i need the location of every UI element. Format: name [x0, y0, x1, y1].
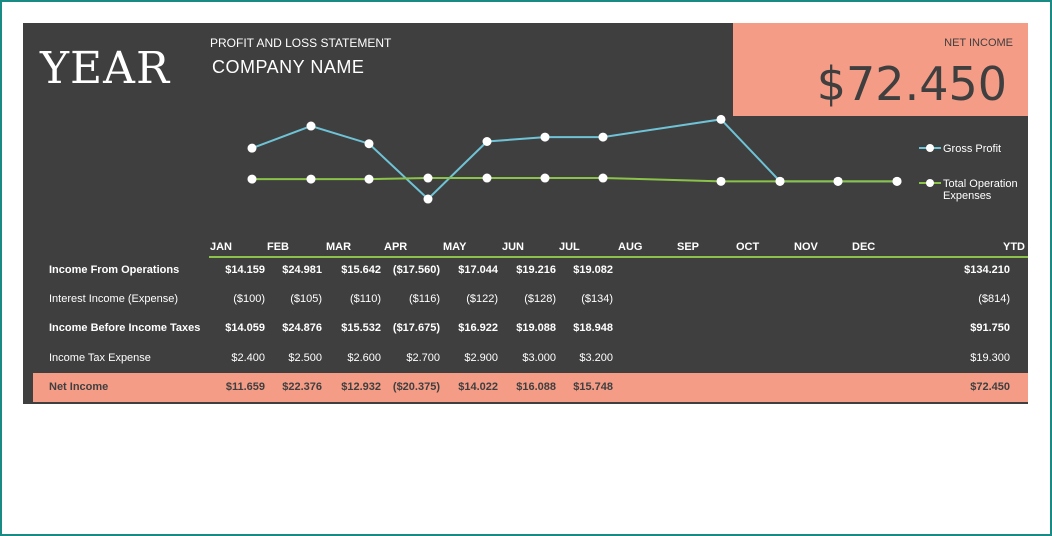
data-point [306, 174, 316, 184]
legend-marker [926, 144, 934, 152]
data-point [540, 132, 550, 142]
table-cell: ($110) [350, 293, 381, 305]
table-cell: $2.400 [231, 352, 265, 364]
year-title: YEAR [40, 43, 171, 94]
table-cell: $2.500 [288, 352, 322, 364]
table-row: Net Income $11.659 $22.376 $12.932 ($20.375)… [33, 373, 1028, 402]
data-point [364, 139, 374, 149]
table-row: Income Before Income Taxes $14.059 $24.876… [33, 314, 1028, 343]
table-cell: $15.748 [573, 381, 613, 393]
data-point [833, 176, 843, 186]
table-row: Interest Income (Expense) ($100) ($105) ($1… [33, 285, 1028, 314]
table-cell: ($100) [233, 293, 265, 305]
table-cell: $15.642 [341, 264, 381, 276]
table-cell: $16.088 [516, 381, 556, 393]
net-income-label: NET INCOME [944, 37, 1013, 49]
legend-label: Total Operation Expenses [943, 178, 1018, 202]
table-cell: ($128) [524, 293, 556, 305]
ytd-cell: $134.210 [964, 264, 1010, 276]
legend-label: Gross Profit [943, 143, 1001, 155]
data-point [247, 143, 257, 153]
data-point [423, 194, 433, 204]
data-point [716, 176, 726, 186]
table-cell: $19.216 [516, 264, 556, 276]
table-cell: ($116) [409, 293, 440, 305]
month-header-nov: NOV [794, 241, 818, 253]
month-header-sep: SEP [677, 241, 700, 253]
table-cell: $16.922 [458, 322, 498, 334]
net-income-value: $72.450 [816, 57, 1007, 111]
table-cell: ($17.675) [392, 322, 440, 334]
table-cell: $14.022 [458, 381, 498, 393]
legend-marker [926, 179, 934, 187]
table-cell: $14.059 [225, 322, 265, 334]
table-cell: ($122) [466, 293, 498, 305]
table-cell: $14.159 [225, 264, 265, 276]
data-point [247, 174, 257, 184]
pl-statement-panel: YEAR PROFIT AND LOSS STATEMENT COMPANY N… [23, 23, 1028, 404]
month-header-apr: APR [384, 241, 408, 253]
month-header-may: MAY [443, 241, 467, 253]
month-header-oct: OCT [736, 241, 760, 253]
data-point [598, 173, 608, 183]
table-cell: $12.932 [341, 381, 381, 393]
table-row: Income From Operations $14.159 $24.981 $15.… [33, 256, 1028, 285]
header-divider [209, 256, 1028, 258]
table-cell: $18.948 [573, 322, 613, 334]
table-cell: $22.376 [282, 381, 322, 393]
month-header-dec: DEC [852, 241, 876, 253]
table-cell: $3.000 [522, 352, 556, 364]
month-header-aug: AUG [618, 241, 643, 253]
table-cell: $24.981 [282, 264, 322, 276]
company-name: COMPANY NAME [212, 57, 365, 77]
table-cell: $2.600 [347, 352, 381, 364]
row-label: Income Before Income Taxes [49, 322, 201, 334]
table-cell: $17.044 [458, 264, 498, 276]
row-label: Income Tax Expense [49, 352, 151, 364]
table-cell: $11.659 [225, 381, 265, 393]
data-point [423, 173, 433, 183]
month-header-mar: MAR [326, 241, 352, 253]
data-point [892, 176, 902, 186]
ytd-cell: ($814) [978, 293, 1010, 305]
data-point [306, 121, 316, 131]
ytd-header: YTD [1003, 241, 1025, 253]
data-point [364, 174, 374, 184]
table-cell: ($105) [290, 293, 322, 305]
table-row: Income Tax Expense $2.400 $2.500 $2.600 $2.7… [33, 344, 1028, 373]
month-header-jan: JAN [210, 241, 233, 253]
data-point [716, 114, 726, 124]
row-label: Interest Income (Expense) [49, 293, 179, 305]
ytd-cell: $91.750 [970, 322, 1010, 334]
month-header-jun: JUN [502, 241, 525, 253]
row-label: Net Income [49, 381, 109, 393]
table-cell: ($17.560) [392, 264, 440, 276]
month-header-jul: JUL [559, 241, 580, 253]
table-cell: $15.532 [341, 322, 381, 334]
month-header-feb: FEB [267, 241, 289, 253]
monthly-line-chart: Gross Profit Total Operation Expenses [247, 114, 1018, 204]
statement-title: PROFIT AND LOSS STATEMENT [210, 36, 392, 50]
table-cell: $2.900 [464, 352, 498, 364]
ytd-cell: $72.450 [970, 381, 1010, 393]
table-cell: $19.088 [516, 322, 556, 334]
series-line-1 [252, 177, 897, 183]
table-cell: $2.700 [406, 352, 440, 364]
data-point [482, 173, 492, 183]
data-point [482, 137, 492, 146]
data-point [598, 132, 608, 142]
data-point [775, 176, 785, 186]
table-cell: $3.200 [579, 352, 613, 364]
data-point [540, 173, 550, 183]
table-cell: $19.082 [573, 264, 613, 276]
series-line-0 [251, 118, 897, 201]
row-label: Income From Operations [49, 264, 180, 276]
table-cell: $24.876 [282, 322, 322, 334]
table-cell: ($134) [581, 293, 613, 305]
table-cell: ($20.375) [392, 381, 440, 393]
ytd-cell: $19.300 [970, 352, 1010, 364]
net-income-box: NET INCOME $72.450 [733, 23, 1028, 116]
